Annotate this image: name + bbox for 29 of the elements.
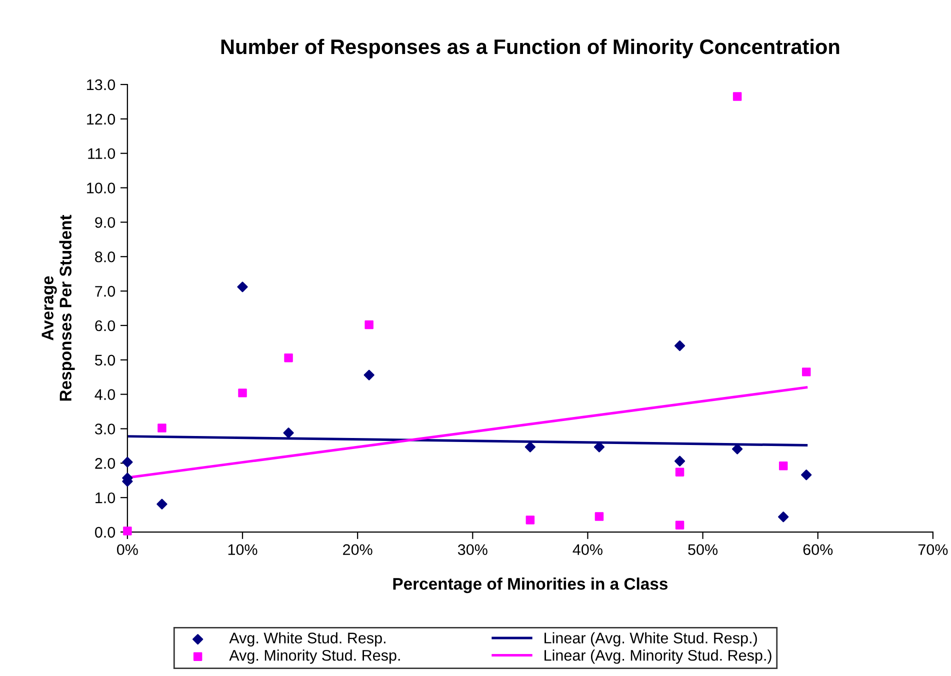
y-tick-label: 6.0 [95,320,116,332]
x-tick-label: 30% [458,544,488,556]
y-tick-label: 13.0 [87,79,116,90]
legend-label: Avg. White Stud. Resp. [229,632,386,646]
y-tick-label: 5.0 [95,354,116,366]
x-axis-title: Percentage of Minorities in a Class [393,578,668,594]
y-tick-label: 7.0 [95,286,116,297]
y-tick-label: 4.0 [94,389,116,400]
y-tick-label: 2.0 [95,458,116,469]
y-tick-label: 10.0 [87,182,116,194]
x-tick-label: 60% [803,544,833,556]
y-tick-label: 3.0 [94,424,116,434]
y-tick-label: 9.0 [95,217,116,228]
y-axis-title: Average Responses Per Student [42,214,75,401]
y-tick-label: 0.0 [94,526,116,538]
y-tick-label: 1.0 [96,492,116,504]
legend-label: Linear (Avg. White Stud. Resp.) [544,632,757,646]
y-tick-label: 11.0 [88,148,116,160]
chart-title: Number of Responses as a Function of Minority Concentration [221,38,840,58]
x-tick-label: 10% [228,544,258,556]
x-tick-label: 50% [688,544,718,556]
x-tick-label: 0% [116,544,138,556]
legend-label: Avg. Minority Stud. Resp. [229,650,400,664]
x-tick-label: 70% [918,544,948,556]
y-tick-label: 12.0 [87,114,116,125]
y-tick-label: 8.0 [95,251,116,262]
x-tick-label: 20% [343,544,372,556]
x-tick-label: 40% [572,544,602,556]
legend-label: Linear (Avg. Minority Stud. Resp.) [544,650,772,664]
